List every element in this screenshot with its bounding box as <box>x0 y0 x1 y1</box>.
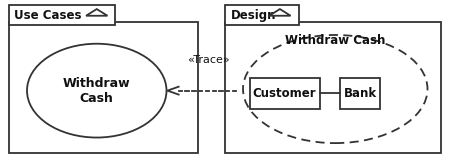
Ellipse shape <box>27 44 166 138</box>
Bar <box>250 78 320 109</box>
Bar <box>225 22 441 153</box>
Bar <box>9 22 198 153</box>
Text: Bank: Bank <box>343 87 377 100</box>
Bar <box>226 21 298 23</box>
Text: Use Cases: Use Cases <box>14 9 82 22</box>
Bar <box>225 5 299 25</box>
Text: Withdraw Cash: Withdraw Cash <box>285 34 386 47</box>
Ellipse shape <box>243 35 428 143</box>
Polygon shape <box>269 9 291 16</box>
Polygon shape <box>86 9 108 16</box>
Text: Design: Design <box>230 9 276 22</box>
Text: Withdraw
Cash: Withdraw Cash <box>63 77 130 105</box>
Text: «Trace»: «Trace» <box>187 55 230 65</box>
Bar <box>10 21 113 23</box>
Bar <box>340 78 380 109</box>
Bar <box>9 5 115 25</box>
Text: Customer: Customer <box>253 87 316 100</box>
